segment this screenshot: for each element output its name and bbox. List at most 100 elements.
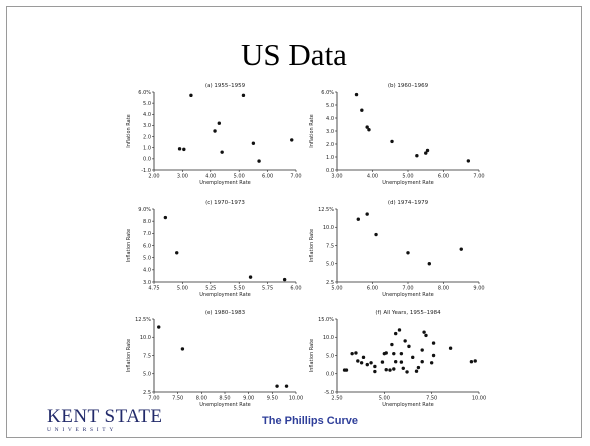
x-tick-label: 4.75 — [148, 286, 159, 292]
x-tick-label: 9.00 — [473, 286, 484, 292]
data-point — [390, 139, 394, 144]
y-tick-label: 7.5 — [326, 243, 334, 249]
x-tick-label: 10.00 — [289, 396, 303, 402]
data-point — [354, 351, 358, 355]
data-point — [373, 364, 377, 369]
chart-panel-a: (a) 1955–1959 2.00 3.00 4.00 5.00 6.00 7.00 -1.… — [126, 83, 302, 186]
data-point — [380, 360, 385, 364]
chart-panel-d: (d) 1974–1979 5.00 6.00 7.00 8.00 9.00 2.5 5.0 7… — [309, 200, 485, 298]
x-tick-label: 7.00 — [473, 174, 484, 180]
data-point — [390, 342, 394, 347]
y-tick-label: 9.0% — [138, 207, 151, 213]
y-tick-label: 15.0% — [318, 317, 334, 323]
data-point — [393, 331, 398, 336]
x-tick-label: 8.00 — [196, 396, 207, 402]
university-logo: KENT STATE UNIVERSITY — [47, 407, 163, 433]
data-point — [359, 361, 364, 365]
data-point — [354, 92, 359, 97]
data-point — [405, 370, 409, 374]
data-point — [431, 341, 436, 345]
chart-panel-b: (b) 1960–1969 3.00 4.00 5.00 6.00 7.00 0.0 1.0 2… — [309, 83, 485, 186]
data-point — [361, 355, 366, 360]
data-point — [401, 366, 405, 370]
chart-title: (a) 1955–1959 — [205, 83, 246, 89]
data-point — [427, 262, 431, 266]
data-point — [420, 348, 424, 352]
chart-panel-e: (e) 1980–1983 7.00 7.50 8.00 8.50 9.00 9.50 10.… — [126, 310, 303, 408]
data-point — [182, 147, 186, 152]
x-tick-label: 2.00 — [148, 174, 159, 180]
data-point — [163, 215, 168, 220]
y-tick-label: 5.0 — [143, 372, 151, 378]
y-tick-label: 5.0 — [326, 103, 334, 109]
chart-panel-c: (c) 1970–1973 4.75 5.00 5.25 5.50 5.75 6.00 3.0… — [126, 200, 302, 298]
data-point — [177, 147, 182, 151]
y-axis-label: Inflation Rate — [126, 229, 132, 263]
x-tick-label: 5.00 — [177, 286, 188, 292]
data-point — [420, 360, 424, 364]
chart-title: (b) 1960–1969 — [388, 83, 429, 89]
data-point — [157, 325, 161, 329]
y-tick-label: 4.0 — [143, 268, 151, 274]
data-point — [360, 108, 364, 112]
data-point — [416, 365, 421, 370]
x-tick-label: 5.00 — [331, 286, 342, 292]
y-tick-label: 5.0 — [143, 101, 151, 107]
x-tick-label: 5.00 — [402, 174, 413, 180]
x-tick-label: 7.00 — [148, 396, 159, 402]
data-point — [384, 368, 388, 372]
y-tick-label: 2.0 — [143, 134, 151, 140]
y-tick-label: 12.5% — [318, 207, 334, 213]
x-tick-label: 7.50 — [426, 396, 437, 402]
x-tick-label: 3.00 — [177, 174, 188, 180]
y-tick-label: 3.0 — [143, 123, 151, 129]
x-tick-label: 8.50 — [219, 396, 230, 402]
chart-title: (f) All Years, 1955–1984 — [375, 310, 441, 316]
y-tick-label: 5.0 — [326, 353, 334, 359]
data-point — [213, 129, 217, 133]
y-tick-label: 5.0 — [326, 262, 334, 268]
data-point — [424, 151, 428, 155]
slide-title: US Data — [241, 37, 347, 72]
data-point — [356, 217, 360, 221]
y-tick-label: 2.5 — [143, 390, 151, 396]
y-tick-label: 5.0 — [143, 255, 151, 261]
x-tick-label: 6.00 — [367, 286, 378, 292]
data-point — [424, 333, 428, 338]
data-point — [399, 360, 404, 364]
y-axis-label: Inflation Rate — [126, 339, 132, 373]
x-tick-label: 7.00 — [402, 286, 413, 292]
y-tick-label: 4.0 — [326, 116, 334, 122]
x-tick-label: 6.00 — [262, 174, 273, 180]
data-point — [459, 247, 463, 251]
y-tick-label: 0.0 — [326, 372, 334, 378]
y-tick-label: 6.0 — [143, 243, 151, 249]
y-tick-label: 8.0 — [143, 219, 151, 225]
y-tick-label: 4.0 — [143, 112, 151, 118]
data-point — [189, 93, 193, 98]
data-point — [365, 125, 369, 129]
x-tick-label: 7.00 — [290, 174, 301, 180]
y-tick-label: 6.0% — [321, 90, 334, 96]
slide: US Data (a) 1955–1959 2.00 3.00 4.00 5.00 6.0… — [6, 6, 582, 438]
data-point — [290, 138, 294, 142]
data-point — [407, 344, 411, 349]
data-point — [350, 351, 354, 356]
y-tick-label: 3.0 — [143, 280, 151, 286]
chart-title: (e) 1980–1983 — [205, 310, 246, 316]
data-point — [422, 330, 426, 334]
x-tick-label: 10.00 — [472, 396, 486, 402]
y-tick-label: 10.0 — [323, 225, 334, 231]
data-point — [344, 368, 349, 372]
y-tick-label: 12.5% — [135, 317, 151, 323]
y-axis-label: Inflation Rate — [309, 339, 315, 373]
data-point — [365, 212, 369, 216]
data-point — [431, 353, 436, 358]
y-axis-label: Inflation Rate — [309, 229, 315, 263]
x-tick-label: 5.25 — [205, 286, 216, 292]
data-point — [257, 159, 261, 163]
y-tick-label: 7.5 — [143, 353, 151, 359]
data-point — [397, 328, 402, 332]
data-point — [469, 360, 474, 364]
x-tick-label: 4.00 — [367, 174, 378, 180]
